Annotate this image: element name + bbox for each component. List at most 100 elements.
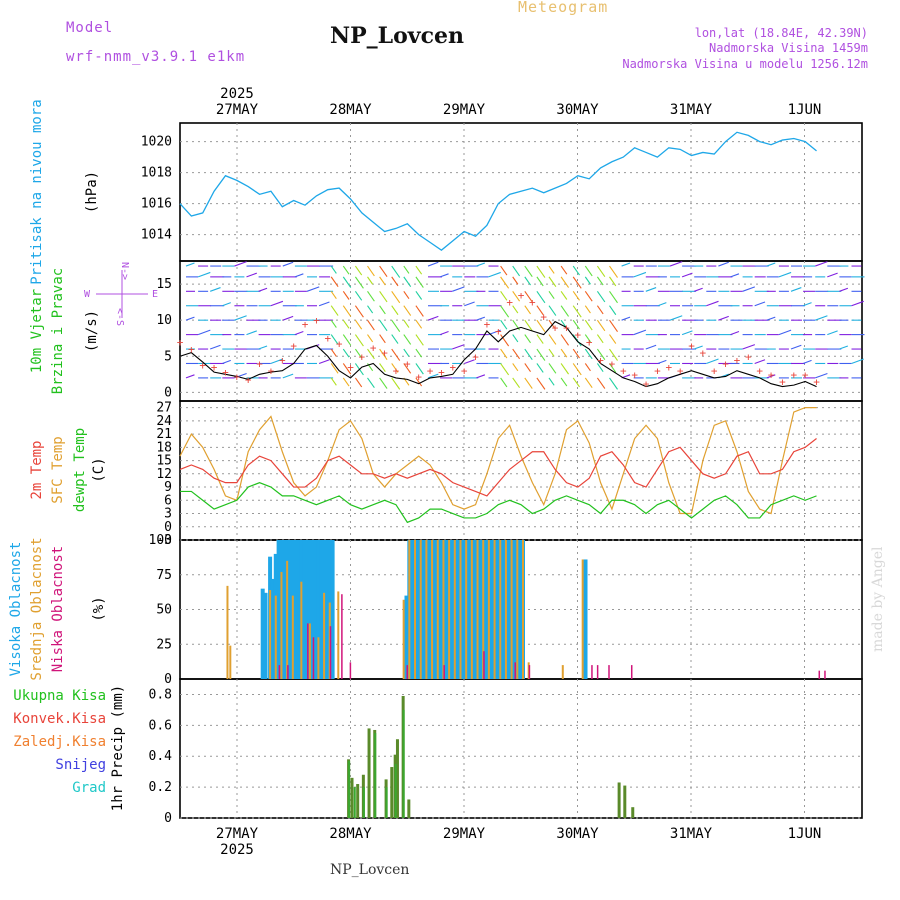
wind-arrow: [742, 344, 756, 350]
wind-gust-mark: +: [438, 366, 445, 379]
date-label-bottom: 28MAY: [329, 826, 372, 842]
wind-arrow: [851, 300, 864, 307]
wind-arrow: [379, 377, 388, 389]
wind-gust-mark: +: [336, 337, 343, 350]
wind-arrow: [730, 273, 740, 278]
wind-gust-mark: +: [302, 318, 309, 331]
wind-arrow: [427, 315, 439, 321]
wind-arrow: [246, 272, 258, 278]
date-label-bottom: 29MAY: [443, 826, 486, 842]
mid-cloud-bar: [431, 540, 434, 679]
wind-gust-mark: +: [609, 357, 616, 370]
wind-arrow: [633, 271, 647, 278]
wind-arrow: [778, 271, 792, 278]
wind-arrow: [379, 319, 388, 332]
high-cloud-bar: [415, 540, 420, 679]
panel-frame-precip: [179, 678, 863, 819]
total-rain-bar: [631, 807, 635, 818]
wind-arrow: [548, 290, 555, 299]
wind-arrow: [294, 273, 304, 278]
wind-arrow: [802, 359, 812, 364]
wind-arrow: [354, 265, 363, 276]
wind-arrow: [330, 363, 339, 374]
wind-arrow: [488, 271, 501, 278]
wind-arrow: [367, 334, 374, 343]
wind-gust-mark: +: [688, 339, 695, 352]
date-label-top: 1JUN: [788, 102, 822, 118]
wind-gust-mark: +: [779, 376, 786, 389]
wind-arrow: [197, 329, 211, 336]
high-cloud-bar: [310, 540, 315, 679]
wind-arrow: [596, 334, 604, 344]
wind-arrow: [367, 290, 375, 302]
high-cloud-bar: [313, 540, 318, 679]
wind-arrow: [391, 348, 401, 361]
high-cloud-bar: [518, 540, 523, 679]
high-cloud-bar: [307, 540, 312, 679]
precip-axis-label: 1hr Precip (mm): [110, 685, 126, 811]
mid-cloud-bar: [465, 540, 468, 679]
wind-arrow: [391, 265, 401, 278]
compass-w: W: [84, 289, 91, 300]
high-cloud-bar: [478, 540, 483, 679]
high-cloud-bar: [330, 540, 335, 679]
wind-gust-mark: +: [415, 370, 422, 383]
wind-arrow: [584, 276, 591, 285]
wind-arrow: [427, 261, 439, 267]
y-tick-label: 10: [156, 313, 172, 328]
wind-axis-label-2: Brzina i Pravac: [50, 268, 66, 394]
y-tick-label: 1020: [141, 135, 172, 150]
wind-gust-mark: +: [518, 289, 525, 302]
model-label: Model: [66, 20, 114, 36]
wind-gust-mark: +: [620, 365, 627, 378]
y-tick-label: 3: [164, 507, 172, 522]
wind-arrow: [185, 374, 195, 379]
wind-gust-mark: +: [563, 321, 570, 334]
wind-arrow: [718, 315, 729, 321]
wind-arrow: [330, 290, 337, 299]
wind-arrow: [415, 348, 423, 358]
wind-arrow: [584, 363, 591, 372]
y-tick-label: 0.4: [149, 749, 173, 764]
wind-arrow: [596, 305, 604, 315]
wind-arrow: [609, 265, 618, 278]
high-cloud-bar: [495, 540, 500, 679]
wind-arrow: [452, 286, 465, 292]
low-cloud-bar: [443, 665, 445, 679]
mid-cloud-bar: [522, 540, 524, 679]
pressure-line: [179, 131, 817, 251]
year-label-top: 2025: [220, 86, 254, 102]
wind-arrow: [596, 363, 604, 372]
wind-arrow: [681, 330, 693, 336]
mid-cloud-bar: [286, 560, 289, 679]
date-label-bottom: 30MAY: [556, 826, 599, 842]
high-cloud-bar: [263, 592, 268, 679]
mid-cloud-bar: [459, 540, 462, 679]
wind-arrow: [500, 265, 508, 276]
date-label-bottom: 31MAY: [670, 826, 713, 842]
wind-arrow: [536, 265, 546, 278]
date-label-top: 29MAY: [443, 102, 486, 118]
wind-arrow: [367, 319, 375, 331]
mid-cloud-bar: [476, 540, 479, 679]
wind-arrow: [500, 377, 508, 388]
wind-gust-mark: +: [677, 365, 684, 378]
high-cloud-bar: [293, 540, 298, 679]
wind-arrow: [596, 276, 604, 286]
wind-arrow: [367, 265, 375, 277]
wind-arrow: [342, 319, 350, 329]
wind-arrow: [185, 262, 195, 267]
y-tick-label: 0: [164, 811, 172, 826]
wind-arrow: [584, 334, 591, 343]
wind-arrow: [524, 363, 531, 372]
wind-arrow: [621, 262, 631, 267]
wind-arrow: [354, 319, 363, 330]
mid-cloud-bar: [402, 599, 405, 679]
y-tick-label: 15: [156, 277, 172, 292]
wind-arrow: [669, 315, 683, 321]
wind-gust-mark: +: [370, 342, 377, 355]
y-tick-label: 1014: [141, 228, 172, 243]
low-cloud-bar: [349, 662, 352, 679]
wind-arrow: [464, 359, 475, 364]
low-cloud-bar: [608, 665, 610, 679]
